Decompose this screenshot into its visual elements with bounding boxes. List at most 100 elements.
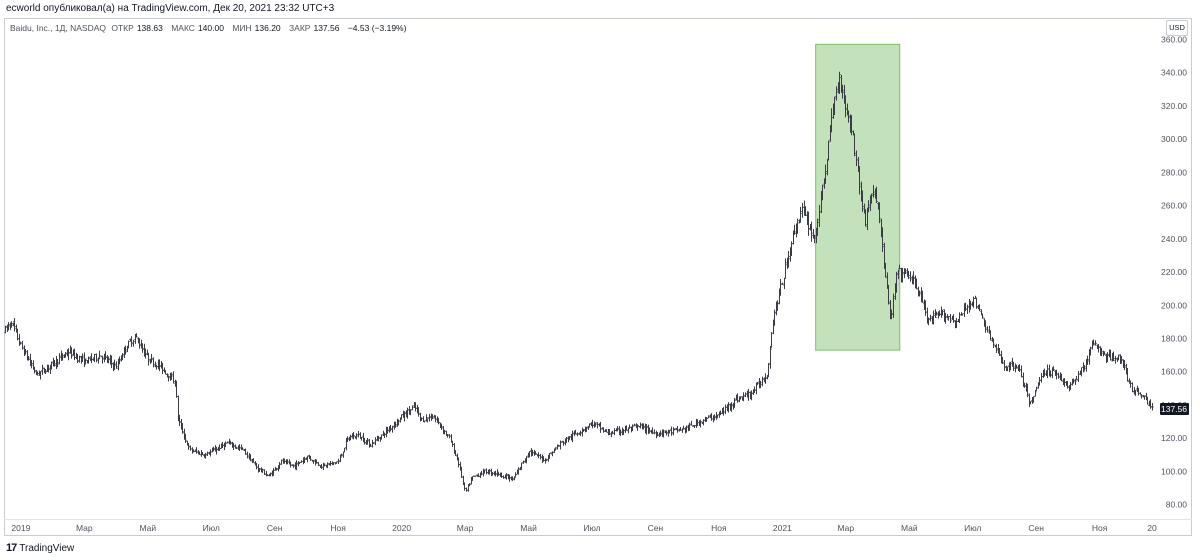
ohlc-bar bbox=[33, 366, 36, 374]
ohlc-bar bbox=[391, 425, 394, 433]
ohlc-bar bbox=[409, 409, 412, 416]
ohlc-bar bbox=[810, 221, 813, 242]
ohlc-bar bbox=[223, 442, 226, 451]
ohlc-bar bbox=[471, 476, 474, 481]
ohlc-bar bbox=[147, 352, 150, 366]
ohlc-bar bbox=[1126, 368, 1129, 382]
ohlc-bar bbox=[958, 312, 961, 324]
ohlc-bar bbox=[995, 343, 998, 354]
ohlc-bar bbox=[1094, 340, 1097, 346]
ohlc-bar bbox=[1069, 381, 1072, 390]
ohlc-bar bbox=[21, 340, 24, 350]
ohlc-bar bbox=[767, 362, 770, 378]
ohlc-bar bbox=[352, 431, 355, 440]
ohlc-bar bbox=[189, 445, 192, 451]
ohlc-bar bbox=[653, 429, 656, 435]
ohlc-bar bbox=[87, 356, 90, 364]
ohlc-bar bbox=[292, 464, 295, 468]
legend-change: −4.53 (−3.19%) bbox=[347, 23, 407, 33]
ohlc-bar bbox=[682, 425, 685, 430]
ohlc-bar bbox=[986, 326, 989, 333]
ohlc-bar bbox=[355, 433, 358, 440]
footer-brand-name: TradingView bbox=[19, 542, 75, 554]
ohlc-bar bbox=[337, 458, 340, 464]
ohlc-bar bbox=[591, 419, 594, 429]
ohlc-bar bbox=[719, 410, 722, 416]
ohlc-bar bbox=[773, 309, 776, 326]
ohlc-bar bbox=[764, 373, 767, 384]
ohlc-bar bbox=[878, 202, 881, 224]
ohlc-bar bbox=[1106, 352, 1109, 363]
ohlc-bar bbox=[269, 472, 272, 477]
ohlc-bar bbox=[56, 358, 59, 368]
ohlc-bar bbox=[158, 359, 161, 372]
ohlc-bar bbox=[101, 355, 104, 364]
ohlc-bar bbox=[1052, 366, 1055, 371]
ohlc-bar bbox=[204, 452, 207, 459]
ohlc-bar bbox=[531, 449, 534, 456]
ohlc-bar bbox=[446, 434, 449, 438]
ohlc-bar bbox=[799, 206, 802, 223]
ohlc-bar bbox=[901, 268, 904, 283]
ohlc-bar bbox=[938, 310, 941, 317]
x-tick-label: Май bbox=[139, 523, 156, 533]
ohlc-bar bbox=[428, 413, 431, 422]
y-tick-label: 260.00 bbox=[1161, 201, 1187, 211]
ohlc-bar bbox=[1109, 349, 1112, 361]
legend-low-label: МИН bbox=[232, 23, 252, 33]
ohlc-bar bbox=[582, 428, 585, 432]
ohlc-bar bbox=[144, 348, 147, 359]
ohlc-bar bbox=[966, 304, 969, 314]
ohlc-bar bbox=[150, 353, 153, 363]
ohlc-bar bbox=[872, 185, 875, 198]
publish-info: ecworld опубликовал(а) на TradingView.co… bbox=[6, 3, 335, 14]
ohlc-bar bbox=[113, 359, 116, 371]
ohlc-bar bbox=[565, 436, 568, 443]
x-tick-label: 2021 bbox=[773, 523, 792, 533]
ohlc-bar bbox=[824, 164, 827, 184]
ohlc-bar bbox=[1083, 365, 1086, 371]
y-tick-label: 340.00 bbox=[1161, 68, 1187, 78]
ohlc-bar bbox=[804, 206, 807, 216]
ohlc-bar bbox=[1049, 370, 1052, 378]
ohlc-bar bbox=[10, 321, 13, 328]
ohlc-bar bbox=[596, 422, 599, 429]
ohlc-bar bbox=[425, 414, 428, 422]
x-tick-label: Мар bbox=[457, 523, 474, 533]
x-tick-label: 2020 bbox=[392, 523, 411, 533]
ohlc-bar bbox=[821, 184, 824, 201]
ohlc-bar bbox=[571, 430, 574, 443]
legend-low: МИН 136.20 bbox=[232, 23, 283, 33]
ohlc-bar bbox=[1003, 360, 1006, 371]
x-tick-label: 2019 bbox=[11, 523, 30, 533]
time-axis[interactable]: 2019 Мар Май Июл Сен Ноя 2020 Мар Май Июл Сен Ноя 20… bbox=[4, 519, 1192, 534]
ohlc-bar bbox=[875, 186, 878, 203]
ohlc-bar bbox=[514, 472, 517, 477]
ohlc-bar bbox=[1097, 343, 1100, 353]
ohlc-bar bbox=[258, 468, 261, 472]
ohlc-bar bbox=[30, 359, 33, 369]
ohlc-bar bbox=[1120, 355, 1123, 364]
ohlc-bar bbox=[761, 376, 764, 387]
ohlc-bar bbox=[246, 451, 249, 459]
ohlc-bar bbox=[699, 419, 702, 428]
ohlc-bar bbox=[998, 348, 1001, 356]
legend-close-value: 137.56 bbox=[313, 23, 340, 33]
ohlc-bar bbox=[263, 469, 266, 476]
ohlc-bar bbox=[548, 453, 551, 459]
ohlc-bar bbox=[884, 262, 887, 278]
ohlc-bar bbox=[787, 250, 790, 268]
ohlc-bar bbox=[897, 269, 900, 280]
price-axis[interactable]: 80.00100.00120.00140.00160.00180.00200.0… bbox=[1161, 34, 1187, 509]
ohlc-bar bbox=[844, 95, 847, 118]
ohlc-bar bbox=[303, 456, 306, 463]
ohlc-bar bbox=[852, 130, 855, 136]
ohlc-bar bbox=[349, 434, 352, 441]
ohlc-bar bbox=[1114, 355, 1117, 364]
currency-button[interactable]: USD bbox=[1166, 20, 1188, 36]
ohlc-bar bbox=[1134, 389, 1137, 396]
ohlc-bar bbox=[992, 338, 995, 348]
ohlc-bar bbox=[1080, 367, 1083, 377]
legend-high-label: МАКС bbox=[171, 23, 195, 33]
